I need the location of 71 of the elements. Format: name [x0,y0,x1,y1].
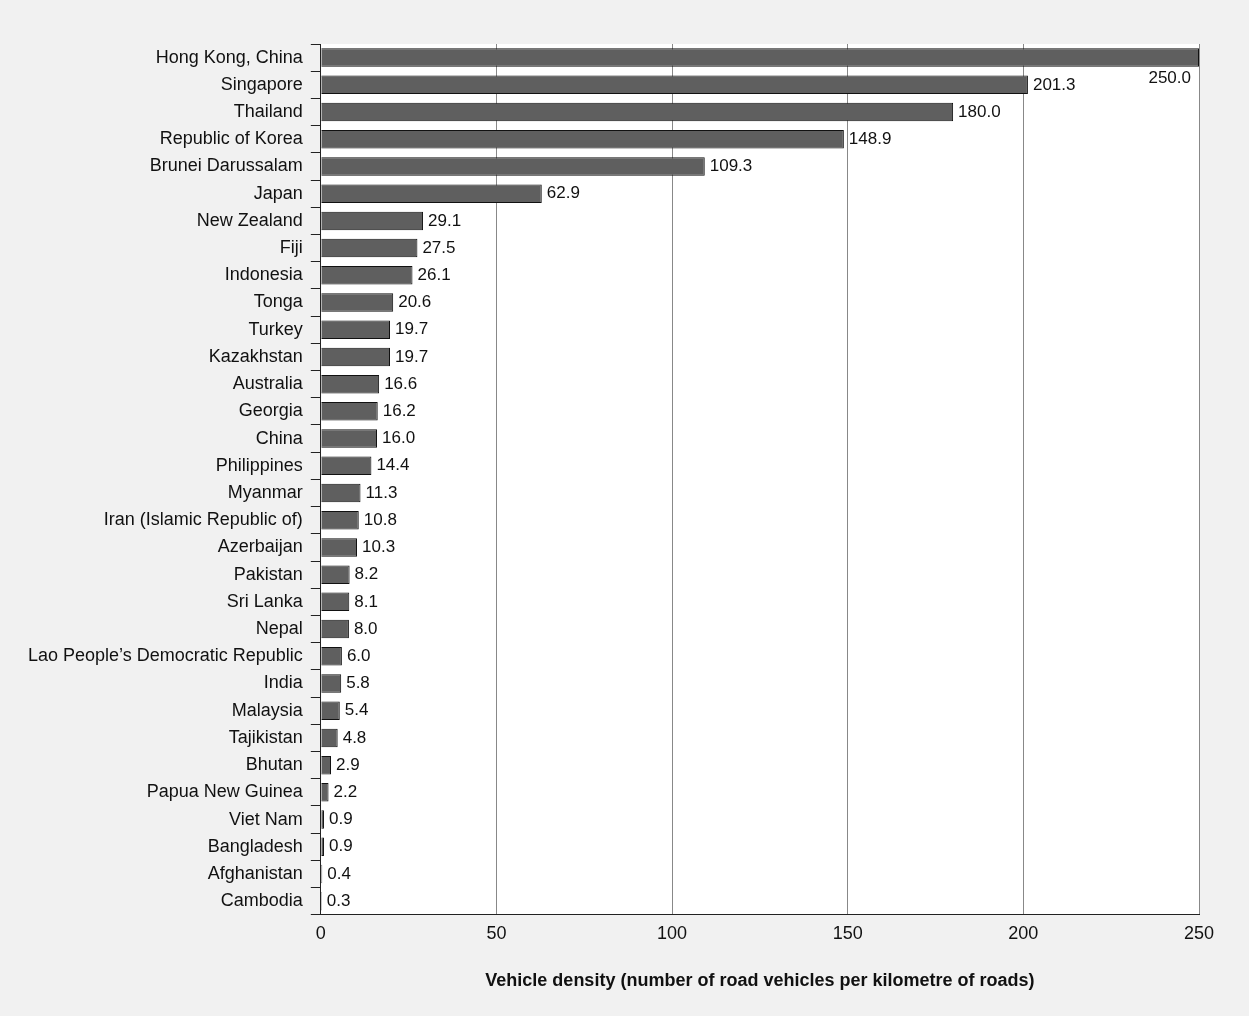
data-label: 180.0 [958,101,1001,121]
data-label: 148.9 [848,128,892,148]
y-tick-label: Azerbaijan [217,536,303,557]
data-label: 16.6 [384,373,418,393]
y-tick-label: Turkey [248,318,303,339]
data-label: 27.5 [422,237,456,257]
y-tick-label: Republic of Korea [159,128,304,149]
x-tick-label: 100 [657,922,688,943]
data-label: 2.9 [336,754,360,774]
y-tick-label: Bhutan [245,754,303,775]
y-tick-label: Brunei Darussalam [149,155,303,176]
data-label: 2.2 [333,782,358,802]
y-tick-label: Georgia [238,400,304,421]
y-tick-label: Australia [232,373,304,394]
y-tick-label: Tajikistan [228,726,303,747]
y-tick-label: Pakistan [233,563,303,584]
data-label: 0.3 [326,890,351,910]
x-axis-title: Vehicle density (number of road vehicles per kilometre of roads) [485,970,1035,991]
y-tick-label: Afghanistan [207,862,303,883]
y-tick-label: Sri Lanka [226,590,304,611]
x-tick-label: 200 [1008,922,1039,943]
data-label: 26.1 [417,264,451,284]
data-label: 0.9 [328,809,353,829]
y-tick-label: Singapore [220,73,303,94]
y-tick-label: Hong Kong, China [155,46,304,67]
data-label: 8.2 [354,564,379,584]
y-tick-label: Thailand [233,101,303,121]
y-tick-label: Cambodia [220,890,304,911]
x-tick-label: 0 [315,922,326,943]
x-tick-label: 150 [832,922,863,943]
y-tick-label: Japan [253,182,303,203]
data-label: 62.9 [546,183,580,203]
y-tick-label: China [255,427,304,448]
y-tick-label: Bangladesh [207,835,303,856]
y-tick-label: Malaysia [231,699,304,720]
y-tick-label: India [263,672,304,693]
data-label: 19.7 [395,319,429,339]
data-label: 10.3 [362,537,396,557]
data-label: 8.0 [353,618,378,638]
data-label: 4.8 [342,727,367,747]
data-label: 250.0 [1148,68,1191,88]
data-label: 201.3 [1032,74,1076,94]
x-tick-label: 250 [1183,922,1215,943]
data-label: 0.9 [328,836,353,856]
data-label: 19.7 [395,346,429,366]
x-tick-label: 50 [486,922,507,943]
y-tick-label: Viet Nam [229,808,303,829]
data-label: 11.3 [365,482,398,502]
y-tick-label: Lao People’s Democratic Republic [27,645,303,666]
y-tick-label: Iran (Islamic Republic of) [103,509,303,530]
data-label: 16.0 [382,428,416,448]
y-tick-label: Indonesia [224,264,304,285]
data-label: 6.0 [346,645,371,665]
data-label: 5.8 [346,673,370,693]
y-tick-label: Nepal [255,618,303,639]
y-tick-label: Philippines [215,454,303,475]
y-tick-label: Papua New Guinea [146,781,304,802]
y-tick-label: Fiji [279,237,303,258]
data-label: 10.8 [363,509,397,529]
y-tick-label: Tonga [253,291,304,312]
data-label: 5.4 [344,700,369,720]
data-label: 14.4 [376,455,410,475]
data-label: 0.4 [327,863,351,883]
data-label: 109.3 [709,156,753,176]
data-label: 16.2 [382,401,416,421]
y-tick-label: Myanmar [227,481,303,502]
data-label: 8.1 [354,591,378,611]
y-tick-label: Kazakhstan [208,345,303,366]
data-label: 29.1 [428,210,462,230]
data-label: 20.6 [398,292,432,312]
y-tick-label: New Zealand [196,209,303,230]
